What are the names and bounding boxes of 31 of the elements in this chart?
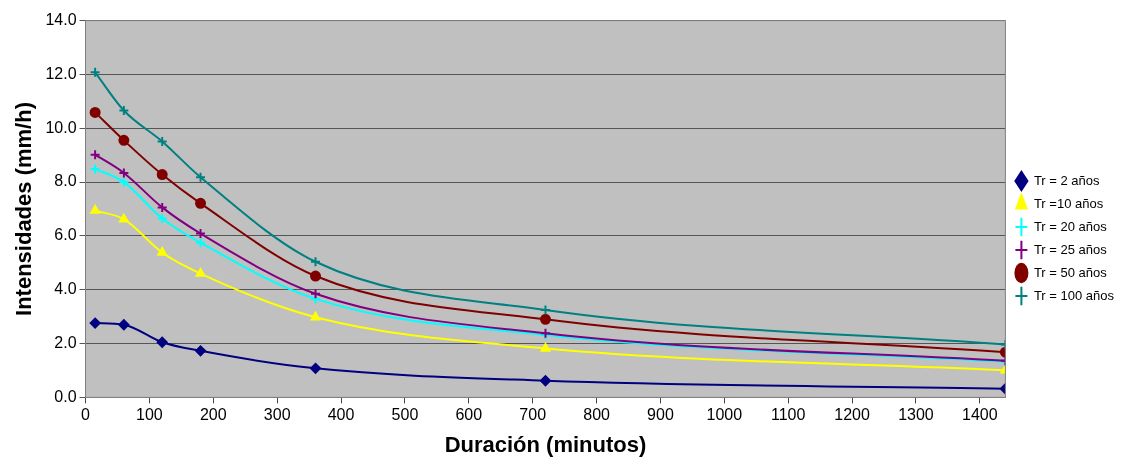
y-tick-label: 12.0 bbox=[45, 64, 77, 82]
y-tick-label: 0.0 bbox=[54, 387, 77, 405]
legend-label: Tr = 100 años bbox=[1033, 287, 1115, 303]
x-tick-label: 100 bbox=[136, 406, 163, 424]
x-tick-label: 200 bbox=[199, 406, 227, 424]
x-tick-label: 300 bbox=[263, 406, 291, 424]
x-tick-label: 1200 bbox=[834, 406, 870, 424]
x-tick-label: 1300 bbox=[898, 406, 934, 424]
legend-label: Tr = 20 años bbox=[1033, 218, 1108, 234]
legend-label: Tr = 50 años bbox=[1033, 264, 1108, 280]
x-tick-label: 600 bbox=[455, 406, 483, 424]
x-axis-title: Duración (minutos) bbox=[444, 431, 647, 457]
y-tick-label: 10.0 bbox=[45, 118, 77, 136]
x-tick-label: 800 bbox=[583, 406, 611, 424]
y-tick-label: 14.0 bbox=[45, 11, 77, 29]
y-tick-label: 2.0 bbox=[54, 333, 77, 351]
y-tick-label: 8.0 bbox=[54, 172, 77, 190]
x-tick-label: 700 bbox=[519, 406, 547, 424]
x-tick-label: 0 bbox=[81, 406, 91, 424]
y-tick-label: 4.0 bbox=[54, 280, 77, 298]
legend-label: Tr = 25 años bbox=[1033, 241, 1108, 257]
legend-label: Tr =10 años bbox=[1033, 195, 1104, 211]
x-tick-label: 1400 bbox=[962, 406, 998, 424]
y-tick-label: 6.0 bbox=[54, 226, 77, 244]
x-tick-label: 500 bbox=[391, 406, 419, 424]
x-tick-label: 400 bbox=[327, 406, 355, 424]
x-tick-label: 1000 bbox=[706, 406, 743, 424]
y-axis-title: Intensidades (mm/h) bbox=[11, 102, 37, 316]
x-tick-label: 900 bbox=[647, 406, 674, 424]
x-tick-label: 1100 bbox=[771, 406, 806, 424]
legend-label: Tr = 2 años bbox=[1033, 172, 1101, 188]
